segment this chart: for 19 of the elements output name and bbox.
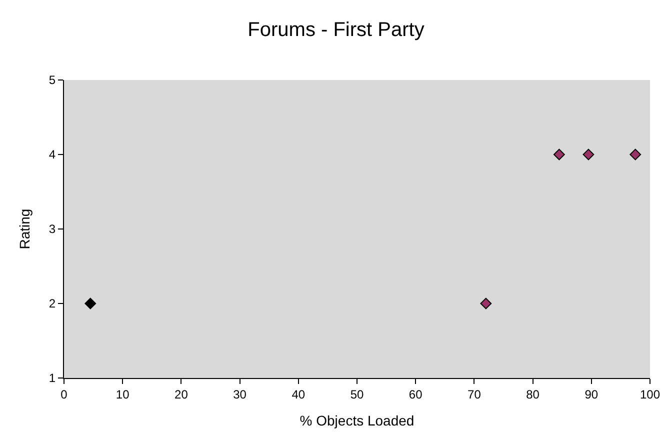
y-tick-label: 2 <box>48 296 56 311</box>
x-axis-title: % Objects Loaded <box>300 412 414 429</box>
x-tick-label: 30 <box>233 387 247 402</box>
x-tick-label: 70 <box>468 387 482 402</box>
chart-title: Forums - First Party <box>248 18 424 41</box>
x-tick-label: 80 <box>526 387 540 402</box>
y-axis-title: Rating <box>16 208 33 250</box>
x-tick-label: 50 <box>350 387 364 402</box>
x-tick-label: 10 <box>116 387 130 402</box>
x-tick-label: 40 <box>292 387 306 402</box>
y-tick-label: 5 <box>48 73 56 88</box>
y-tick-label: 1 <box>48 371 56 386</box>
x-tick-label: 90 <box>584 387 598 402</box>
x-tick-label: 20 <box>174 387 188 402</box>
x-tick-label: 100 <box>640 387 660 402</box>
y-tick-label: 3 <box>48 222 56 236</box>
x-tick-label: 60 <box>408 387 423 402</box>
x-tick-label: 0 <box>60 387 68 402</box>
y-tick-label: 4 <box>48 148 56 162</box>
